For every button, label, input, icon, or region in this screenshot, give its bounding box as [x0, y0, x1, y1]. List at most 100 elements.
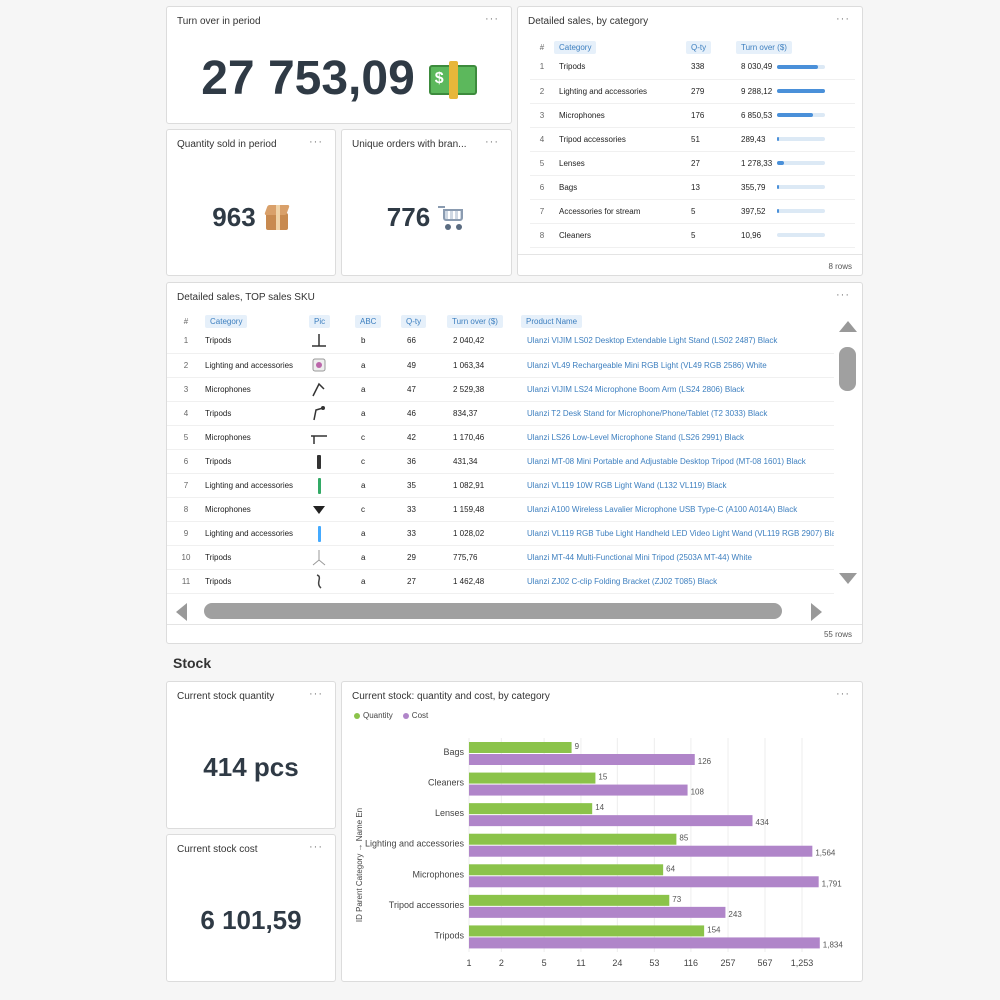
data-label: 126	[698, 757, 712, 766]
stock-chart-card: Current stock: quantity and cost, by cat…	[341, 681, 863, 982]
row-category: Microphones	[205, 497, 309, 522]
col-product-name[interactable]: Product Name	[521, 314, 583, 328]
table-row[interactable]: 8 Microphones c 33 1 159,48 Ulanzi A100 Wirel…	[167, 497, 834, 522]
chart-menu-button[interactable]: ···	[836, 688, 850, 700]
product-thumbnail-icon	[312, 550, 326, 566]
stock-section-title: Stock	[173, 655, 212, 671]
sku-row-count: 55 rows	[823, 630, 852, 639]
col-turnover[interactable]: Turn over ($)	[447, 314, 503, 328]
row-turnover: 10,96	[736, 223, 855, 248]
product-thumbnail-icon	[311, 435, 327, 444]
row-number: 2	[167, 353, 205, 378]
y-tick-label: Lenses	[435, 808, 465, 818]
x-tick-label: 53	[649, 958, 659, 968]
product-name-link[interactable]: Ulanzi VL49 Rechargeable Mini RGB Light …	[521, 353, 834, 378]
table-row[interactable]: 8 Cleaners 5 10,96	[530, 223, 855, 248]
scroll-left-arrow[interactable]	[176, 603, 187, 621]
scroll-down-arrow[interactable]	[839, 573, 857, 584]
table-row[interactable]: 3 Microphones a 47 2 529,38 Ulanzi VIJIM LS24…	[167, 377, 834, 402]
row-turnover: 1 063,34	[447, 353, 521, 378]
data-label: 243	[728, 910, 742, 919]
row-qty: 29	[401, 545, 447, 570]
row-number: 7	[530, 199, 554, 224]
horizontal-scroll-thumb[interactable]	[204, 603, 782, 619]
chart-title: Current stock: quantity and cost, by cat…	[352, 691, 550, 702]
col-pic[interactable]: Pic	[309, 314, 331, 328]
row-qty: 42	[401, 425, 447, 450]
row-qty: 35	[401, 473, 447, 498]
scroll-up-arrow[interactable]	[839, 321, 857, 332]
table-row[interactable]: 2 Lighting and accessories a 49 1 063,34 Ulan…	[167, 353, 834, 378]
table-row[interactable]: 7 Accessories for stream 5 397,52	[530, 199, 855, 224]
legend-item-cost[interactable]: Cost	[402, 711, 428, 720]
product-name-link[interactable]: Ulanzi VL119 10W RGB Light Wand (L132 VL…	[521, 473, 834, 498]
product-name-link[interactable]: Ulanzi ZJ02 C-clip Folding Bracket (ZJ02…	[521, 569, 834, 594]
vertical-scrollbar[interactable]	[837, 317, 859, 587]
sku-table-menu-button[interactable]: ···	[836, 289, 850, 301]
product-name-link[interactable]: Ulanzi MT-44 Multi-Functional Mini Tripo…	[521, 545, 834, 570]
stock-qty-menu-button[interactable]: ···	[309, 688, 323, 700]
turnover-menu-button[interactable]: ···	[485, 13, 499, 25]
row-qty: 33	[401, 497, 447, 522]
product-name-link[interactable]: Ulanzi T2 Desk Stand for Microphone/Phon…	[521, 401, 834, 426]
table-row[interactable]: 9 Lighting and accessories a 33 1 028,02 Ulan…	[167, 521, 834, 546]
product-name-link[interactable]: Ulanzi MT-08 Mini Portable and Adjustabl…	[521, 449, 834, 474]
scroll-right-arrow[interactable]	[811, 603, 822, 621]
table-row[interactable]: 5 Microphones c 42 1 170,46 Ulanzi LS26 Low-L…	[167, 425, 834, 450]
table-row[interactable]: 5 Lenses 27 1 278,33	[530, 151, 855, 176]
row-turnover: 1 159,48	[447, 497, 521, 522]
quantity-menu-button[interactable]: ···	[309, 136, 323, 148]
row-number: 7	[167, 473, 205, 498]
bar-quantity	[469, 742, 572, 753]
row-abc: a	[355, 569, 401, 594]
data-label: 64	[666, 864, 675, 873]
orders-value: 776	[386, 202, 431, 232]
table-row[interactable]: 4 Tripod accessories 51 289,43	[530, 127, 855, 152]
row-turnover: 1 028,02	[447, 521, 521, 546]
product-name-link[interactable]: Ulanzi VIJIM LS02 Desktop Extendable Lig…	[521, 329, 834, 354]
turnover-bar	[777, 65, 825, 70]
orders-menu-button[interactable]: ···	[485, 136, 499, 148]
table-row[interactable]: 11 Tripods a 27 1 462,48 Ulanzi ZJ02 C-clip F…	[167, 569, 834, 594]
row-pic	[309, 521, 355, 546]
col-qty[interactable]: Q-ty	[686, 40, 712, 54]
col-category[interactable]: Category	[554, 40, 597, 54]
table-row[interactable]: 3 Microphones 176 6 850,53	[530, 103, 855, 128]
product-name-link[interactable]: Ulanzi VIJIM LS24 Microphone Boom Arm (L…	[521, 377, 834, 402]
category-table-menu-button[interactable]: ···	[836, 13, 850, 25]
vertical-scroll-thumb[interactable]	[839, 347, 856, 391]
product-name-link[interactable]: Ulanzi LS26 Low-Level Microphone Stand (…	[521, 425, 834, 450]
chart-legend: Quantity Cost	[354, 711, 428, 720]
horizontal-scrollbar[interactable]	[173, 601, 831, 621]
stock-cost-menu-button[interactable]: ···	[309, 841, 323, 853]
row-category: Accessories for stream	[554, 199, 686, 224]
table-row[interactable]: 1 Tripods b 66 2 040,42 Ulanzi VIJIM LS02 Des…	[167, 329, 834, 354]
table-row[interactable]: 1 Tripods 338 8 030,49	[530, 55, 855, 80]
col-qty[interactable]: Q-ty	[401, 314, 427, 328]
table-row[interactable]: 10 Tripods a 29 775,76 Ulanzi MT-44 Multi-Fun…	[167, 545, 834, 570]
table-row[interactable]: 6 Tripods c 36 431,34 Ulanzi MT-08 Mini Porta…	[167, 449, 834, 474]
table-row[interactable]: 4 Tripods a 46 834,37 Ulanzi T2 Desk Stand fo…	[167, 401, 834, 426]
stock-bar-chart: 1 2 5 11 24 53 116 257 567 1,253 ID Parent Categor…	[355, 738, 843, 968]
table-row[interactable]: 2 Lighting and accessories 279 9 288,12	[530, 79, 855, 104]
product-thumbnail-icon	[312, 333, 326, 347]
row-turnover: 1 170,46	[447, 425, 521, 450]
row-pic	[309, 473, 355, 498]
col-abc[interactable]: ABC	[355, 314, 382, 328]
money-with-wings-icon: $	[428, 60, 477, 99]
table-row[interactable]: 6 Bags 13 355,79	[530, 175, 855, 200]
row-turnover: 355,79	[736, 175, 855, 200]
sku-table-viewport[interactable]: # Category Pic ABC Q-ty Turn over ($) Pr…	[167, 313, 834, 597]
col-turnover[interactable]: Turn over ($)	[736, 40, 792, 54]
table-row[interactable]: 7 Lighting and accessories a 35 1 082,91 Ulan…	[167, 473, 834, 498]
product-name-link[interactable]: Ulanzi VL119 RGB Tube Light Handheld LED…	[521, 521, 834, 546]
table-footer-divider	[167, 624, 862, 625]
bar-cost	[469, 815, 753, 827]
legend-item-quantity[interactable]: Quantity	[354, 711, 393, 720]
quantity-value-wrap: 963	[167, 202, 335, 233]
stock-qty-card: Current stock quantity ··· 414 pcs	[166, 681, 336, 829]
x-tick-label: 24	[612, 958, 622, 968]
col-category[interactable]: Category	[205, 314, 248, 328]
package-icon	[263, 204, 290, 231]
product-name-link[interactable]: Ulanzi A100 Wireless Lavalier Microphone…	[521, 497, 834, 522]
